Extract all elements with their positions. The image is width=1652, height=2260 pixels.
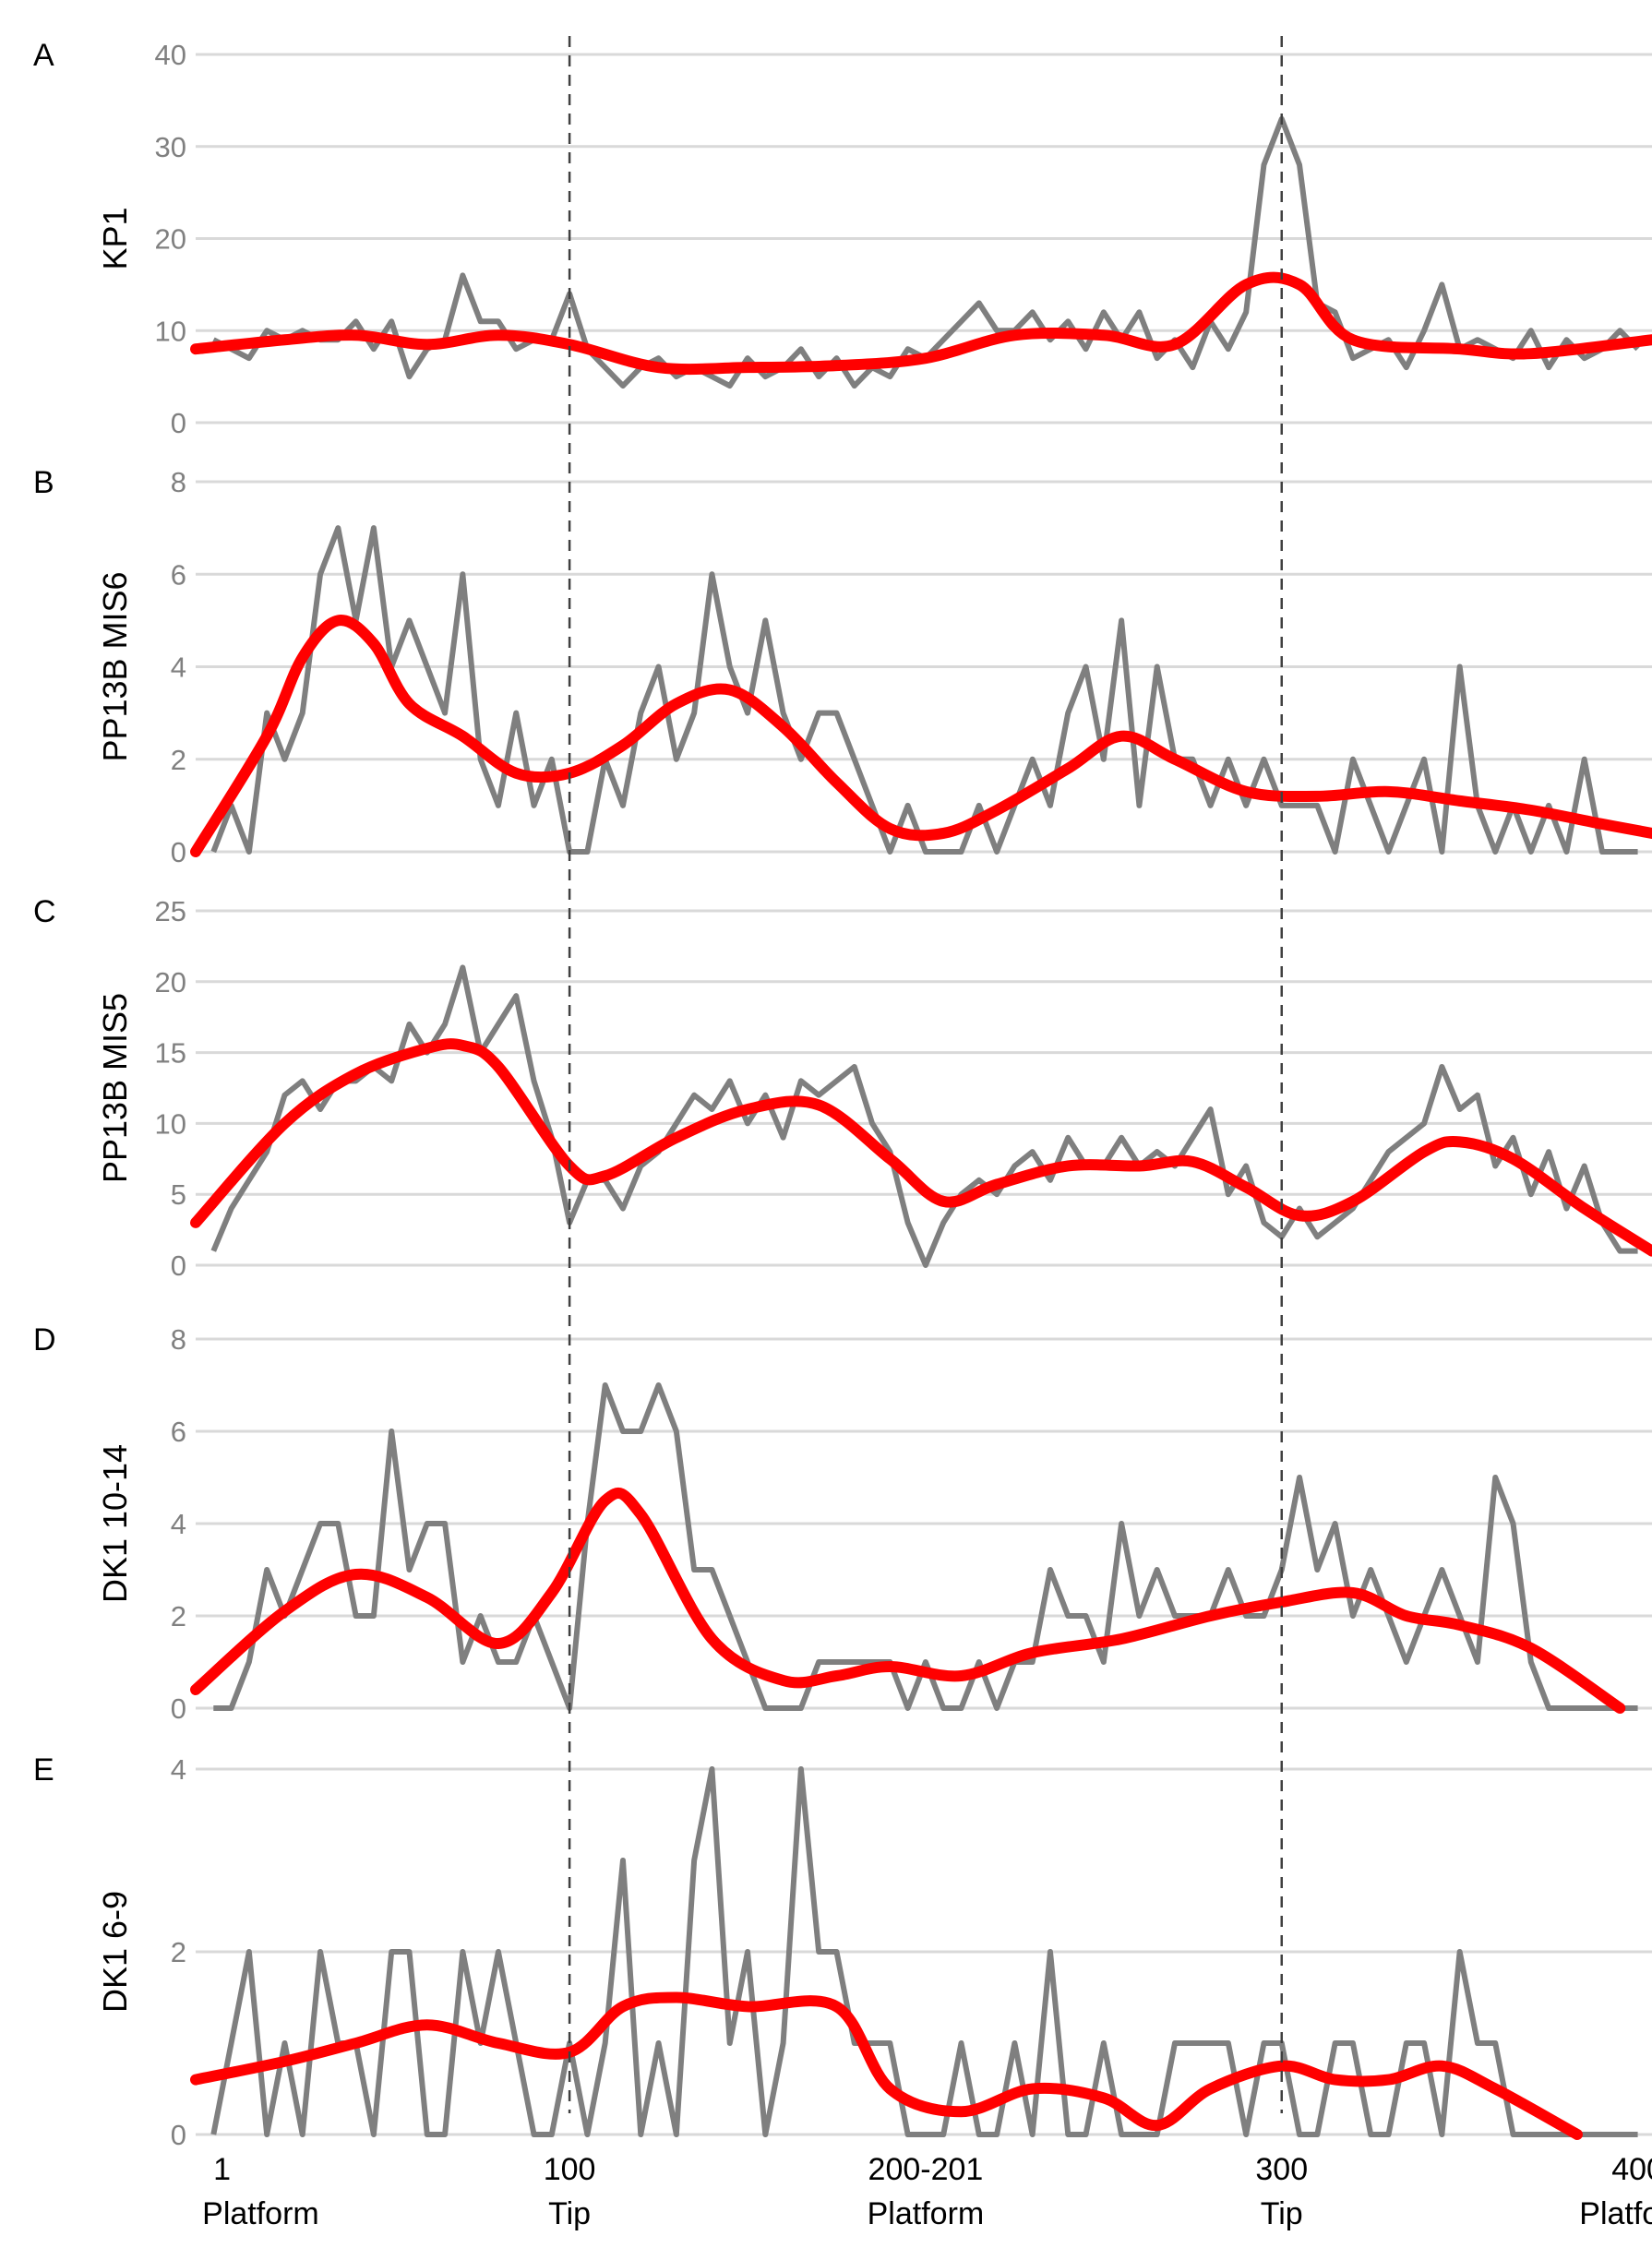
y-tick-label: 2 [171, 744, 186, 776]
x-axis-labels: 1 Platform 100 Tip 200-201 Platform 300 Tip 400 P… [202, 2152, 1652, 2231]
y-tick-label: 2 [171, 1936, 186, 1968]
panel-c: C PP13B MIS5 0 5 10 15 20 25 [33, 894, 1652, 1282]
raw-signal-line [210, 964, 1638, 1268]
panel-letter: C [33, 894, 56, 929]
y-tick-label: 2 [171, 1600, 186, 1632]
y-tick-label: 8 [171, 466, 186, 498]
y-tick-label: 0 [171, 836, 186, 868]
y-axis-title: KP1 [96, 207, 134, 269]
y-tick-label: 4 [171, 1753, 186, 1786]
y-tick-label: 6 [171, 558, 186, 591]
y-tick-label: 6 [171, 1416, 186, 1448]
y-tick-label: 8 [171, 1323, 186, 1356]
y-tick-label: 10 [155, 315, 186, 347]
x-tick-sublabel: Tip [548, 2196, 591, 2231]
x-tick-label: 1 [213, 2152, 231, 2187]
y-tick-label: 4 [171, 1508, 186, 1540]
x-tick-sublabel: Platform [1579, 2196, 1652, 2231]
panel-letter: D [33, 1322, 56, 1357]
panel-letter: E [33, 1752, 54, 1788]
y-axis-title: PP13B MIS6 [96, 571, 134, 761]
x-tick-label: 100 [544, 2152, 596, 2187]
y-tick-label: 25 [155, 895, 186, 927]
x-tick-label: 400 [1611, 2152, 1652, 2187]
y-tick-label: 5 [171, 1178, 186, 1211]
y-tick-label: 15 [155, 1037, 186, 1070]
y-tick-label: 0 [171, 1692, 186, 1725]
smoothed-trend-line [190, 1038, 1652, 1257]
x-tick-sublabel: Platform [202, 2196, 319, 2231]
y-tick-label: 20 [155, 966, 186, 998]
panel-d: D DK1 10-14 0 2 4 6 8 [33, 1322, 1652, 1725]
panel-a: A KP1 0 10 20 30 40 [33, 38, 1652, 439]
smoothed-trend-line [190, 271, 1652, 376]
x-tick-label: 200-201 [868, 2152, 984, 2187]
x-tick-sublabel: Platform [868, 2196, 985, 2231]
x-tick-sublabel: Tip [1261, 2196, 1303, 2231]
smoothed-trend-line [190, 615, 1652, 857]
x-tick-label: 300 [1255, 2152, 1308, 2187]
y-tick-label: 30 [155, 131, 186, 163]
y-tick-label: 20 [155, 223, 186, 256]
raw-signal-line [213, 1382, 1638, 1711]
smoothed-trend-line [190, 1488, 1626, 1714]
y-tick-label: 4 [171, 652, 186, 684]
y-axis-title: PP13B MIS5 [96, 993, 134, 1183]
y-tick-label: 40 [155, 39, 186, 71]
y-axis-title: DK1 6-9 [96, 1891, 134, 2013]
y-tick-label: 10 [155, 1107, 186, 1140]
smoothed-trend-line [190, 1991, 1583, 2140]
panel-letter: A [33, 38, 54, 73]
raw-signal-line [210, 525, 1638, 855]
panel-letter: B [33, 465, 54, 500]
panel-e: E DK1 6-9 0 2 4 [33, 1752, 1652, 2151]
y-tick-label: 0 [171, 407, 186, 439]
panel-b: B PP13B MIS6 0 2 4 6 8 [33, 465, 1652, 868]
y-tick-label: 0 [171, 2119, 186, 2151]
y-tick-label: 0 [171, 1250, 186, 1282]
y-axis-title: DK1 10-14 [96, 1444, 134, 1603]
